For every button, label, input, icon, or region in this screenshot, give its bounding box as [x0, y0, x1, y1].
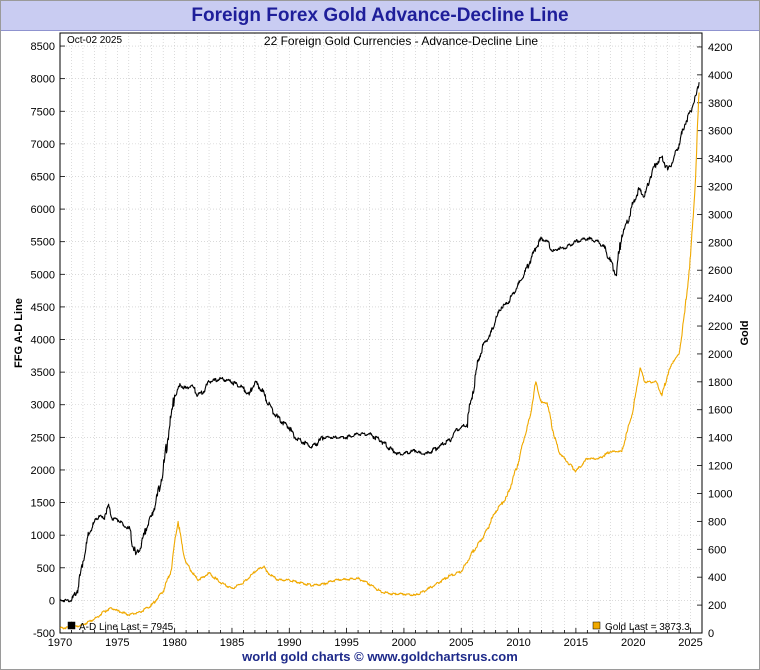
- x-tick-label: 1975: [105, 637, 129, 649]
- right-tick-label: 3600: [708, 126, 732, 138]
- left-tick-label: 6500: [31, 171, 55, 183]
- right-tick-label: 2600: [708, 265, 732, 277]
- right-tick-label: 1400: [708, 433, 732, 445]
- chart-date-stamp: Oct-02 2025: [67, 35, 122, 46]
- left-tick-label: 0: [49, 595, 55, 607]
- right-tick-label: 1200: [708, 461, 732, 473]
- title-bar: Foreign Forex Gold Advance-Decline Line: [1, 1, 759, 31]
- right-tick-label: 2200: [708, 321, 732, 333]
- right-tick-label: 2800: [708, 237, 732, 249]
- left-axis-title: FFG A-D Line: [13, 298, 25, 368]
- left-tick-label: -500: [33, 628, 55, 640]
- x-tick-label: 2025: [678, 637, 702, 649]
- left-tick-label: 4500: [31, 302, 55, 314]
- right-tick-label: 1600: [708, 405, 732, 417]
- left-tick-label: 5000: [31, 269, 55, 281]
- x-tick-label: 2005: [449, 637, 473, 649]
- right-tick-label: 200: [708, 600, 726, 612]
- left-tick-label: 7500: [31, 106, 55, 118]
- left-tick-label: 500: [37, 563, 55, 575]
- x-tick-label: 2000: [392, 637, 416, 649]
- right-axis-title: Gold: [739, 320, 751, 345]
- left-tick-label: 1500: [31, 498, 55, 510]
- right-tick-label: 4200: [708, 42, 732, 54]
- gold-legend-swatch: [592, 621, 601, 630]
- x-tick-label: 1970: [48, 637, 72, 649]
- footer-credit: world gold charts © www.goldchartsrus.co…: [242, 649, 518, 664]
- left-tick-label: 3000: [31, 400, 55, 412]
- right-tick-label: 3200: [708, 181, 732, 193]
- ad-line-legend-label: A-D Line Last = 7945: [79, 622, 174, 633]
- left-tick-label: 3500: [31, 367, 55, 379]
- right-tick-label: 3000: [708, 209, 732, 221]
- right-tick-label: 1000: [708, 488, 732, 500]
- right-tick-label: 0: [708, 628, 714, 640]
- page-title: Foreign Forex Gold Advance-Decline Line: [191, 5, 569, 26]
- x-tick-label: 2015: [564, 637, 588, 649]
- right-tick-label: 4000: [708, 70, 732, 82]
- x-tick-label: 2010: [506, 637, 530, 649]
- right-tick-label: 2000: [708, 349, 732, 361]
- right-tick-label: 400: [708, 572, 726, 584]
- ad-line-legend-swatch: [67, 621, 76, 630]
- left-tick-label: 8500: [31, 41, 55, 53]
- right-tick-label: 800: [708, 516, 726, 528]
- right-tick-label: 1800: [708, 377, 732, 389]
- left-tick-label: 2000: [31, 465, 55, 477]
- left-tick-label: 4000: [31, 335, 55, 347]
- right-tick-label: 2400: [708, 293, 732, 305]
- x-tick-label: 2020: [621, 637, 645, 649]
- x-tick-label: 1995: [334, 637, 358, 649]
- left-tick-label: 8000: [31, 74, 55, 86]
- right-tick-label: 3800: [708, 98, 732, 110]
- left-tick-label: 7000: [31, 139, 55, 151]
- gold-series-line: [59, 92, 700, 630]
- ad-line-series-line: [59, 82, 700, 603]
- left-tick-label: 5500: [31, 237, 55, 249]
- chart-title: 22 Foreign Gold Currencies - Advance-Dec…: [264, 34, 538, 48]
- gold-legend-label: Gold Last = 3873.3: [605, 622, 690, 633]
- x-tick-label: 1985: [220, 637, 244, 649]
- right-tick-label: 3400: [708, 154, 732, 166]
- x-tick-label: 1990: [277, 637, 301, 649]
- left-tick-label: 1000: [31, 530, 55, 542]
- left-tick-label: 2500: [31, 432, 55, 444]
- x-tick-label: 1980: [162, 637, 186, 649]
- right-tick-label: 600: [708, 544, 726, 556]
- left-tick-label: 6000: [31, 204, 55, 216]
